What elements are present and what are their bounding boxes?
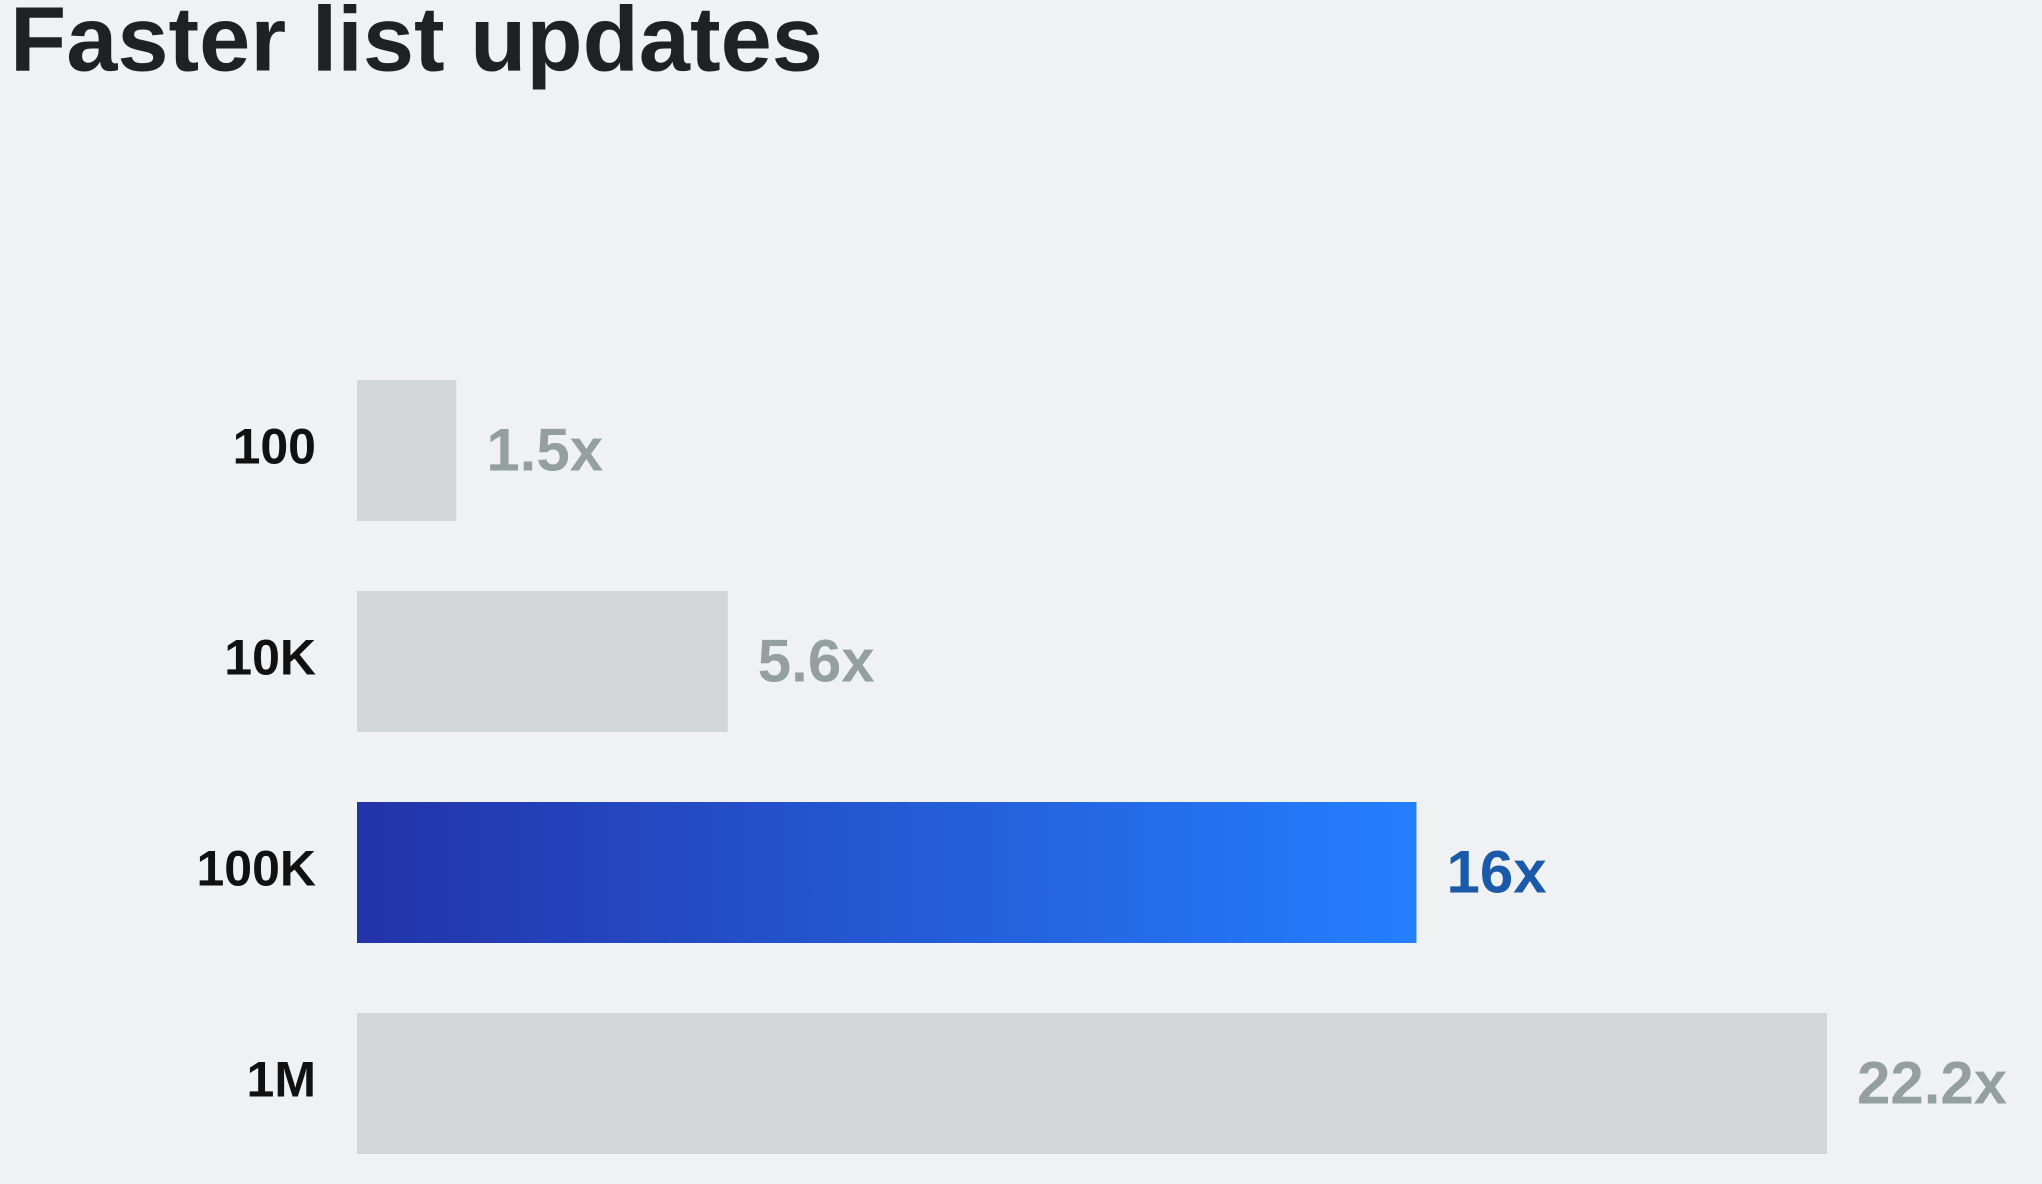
y-tick-label: 10K	[224, 630, 316, 686]
bar	[357, 1013, 1827, 1154]
bar	[357, 380, 457, 521]
chart-title: Faster list updates	[10, 0, 823, 90]
bar	[357, 802, 1417, 943]
value-label: 16x	[1446, 838, 1546, 905]
y-tick-label: 100	[233, 419, 316, 475]
y-tick-label: 100K	[196, 841, 316, 897]
value-label: 1.5x	[486, 416, 603, 483]
value-label: 5.6x	[758, 627, 875, 694]
value-label: 22.2x	[1857, 1049, 2007, 1116]
y-tick-label: 1M	[247, 1052, 316, 1108]
bar	[357, 591, 728, 732]
